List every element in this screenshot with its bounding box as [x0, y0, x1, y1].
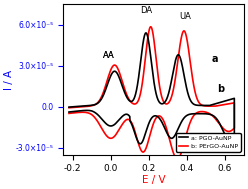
Text: AA: AA	[103, 50, 115, 60]
Legend: a: PGO-AuNP, b: PErGO-AuNP: a: PGO-AuNP, b: PErGO-AuNP	[176, 133, 241, 152]
Text: a: a	[212, 54, 218, 64]
X-axis label: E / V: E / V	[142, 175, 165, 185]
Text: UA: UA	[179, 12, 191, 21]
Text: AA: AA	[103, 51, 115, 60]
Y-axis label: I / A: I / A	[4, 69, 14, 90]
Text: b: b	[217, 84, 224, 94]
Text: DA: DA	[140, 6, 152, 15]
